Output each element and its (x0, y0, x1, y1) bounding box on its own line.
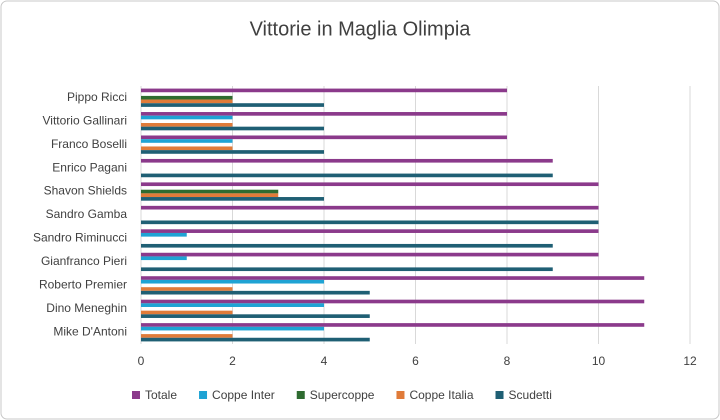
bar (141, 205, 599, 210)
bar (141, 182, 599, 187)
bar (141, 150, 324, 154)
bar (141, 337, 370, 342)
y-tick-label: Gianfranco Pieri (41, 254, 127, 268)
bar (141, 229, 599, 233)
bar (141, 287, 233, 291)
x-tick-label: 6 (412, 354, 419, 368)
bar (141, 334, 233, 338)
bar (141, 103, 324, 107)
bar (141, 126, 324, 131)
y-tick-label: Sandro Gamba (46, 207, 128, 221)
bar (141, 189, 279, 194)
y-tick-label: Shavon Shields (44, 184, 127, 198)
bar (141, 173, 553, 178)
y-tick-label: Franco Boselli (51, 137, 127, 151)
y-tick-label: Sandro Riminucci (33, 231, 127, 245)
bar (141, 135, 507, 140)
bar (141, 299, 645, 304)
bar (141, 310, 233, 315)
legend-marker (396, 391, 405, 399)
bar (141, 139, 233, 143)
bar (141, 290, 370, 295)
bar (141, 279, 324, 284)
bar (141, 326, 324, 331)
legend-marker (495, 391, 504, 399)
x-tick-label: 10 (592, 354, 606, 368)
y-tick-label: Dino Meneghin (46, 301, 127, 315)
bar (141, 252, 599, 257)
chart-title: Vittorie in Maglia Olimpia (250, 18, 472, 40)
bar (141, 95, 233, 100)
y-tick-label: Mike D'Antoni (53, 324, 127, 338)
bar (141, 220, 599, 225)
bar (141, 197, 324, 201)
bar (141, 88, 507, 93)
x-tick-label: 4 (321, 354, 328, 368)
legend-marker (199, 391, 208, 399)
y-tick-label: Pippo Ricci (67, 90, 127, 104)
legend-label: Supercoppe (310, 388, 375, 402)
y-tick-label: Roberto Premier (39, 278, 127, 292)
bar (141, 276, 645, 280)
x-tick-label: 12 (683, 354, 697, 368)
bar (141, 123, 233, 127)
bar (141, 146, 233, 151)
legend-label: Coppe Italia (409, 388, 473, 402)
bar (141, 243, 553, 248)
legend-label: Scudetti (509, 388, 552, 402)
bar (141, 112, 507, 116)
bar (141, 158, 553, 163)
y-tick-label: Vittorio Gallinari (43, 113, 127, 127)
bar (141, 193, 279, 198)
bar (141, 99, 233, 104)
y-tick-label: Enrico Pagani (52, 160, 127, 174)
legend-marker (132, 391, 140, 399)
bar (141, 323, 645, 327)
bar (141, 115, 233, 120)
bar (141, 314, 370, 318)
bar (141, 303, 324, 307)
x-tick-label: 8 (504, 354, 511, 368)
bar (141, 256, 187, 261)
legend-label: Coppe Inter (212, 388, 275, 402)
bar (141, 232, 187, 237)
bar (141, 267, 553, 272)
legend-marker (296, 391, 305, 399)
legend-label: Totale (145, 388, 177, 402)
x-tick-label: 0 (138, 354, 145, 368)
x-tick-label: 2 (229, 354, 236, 368)
